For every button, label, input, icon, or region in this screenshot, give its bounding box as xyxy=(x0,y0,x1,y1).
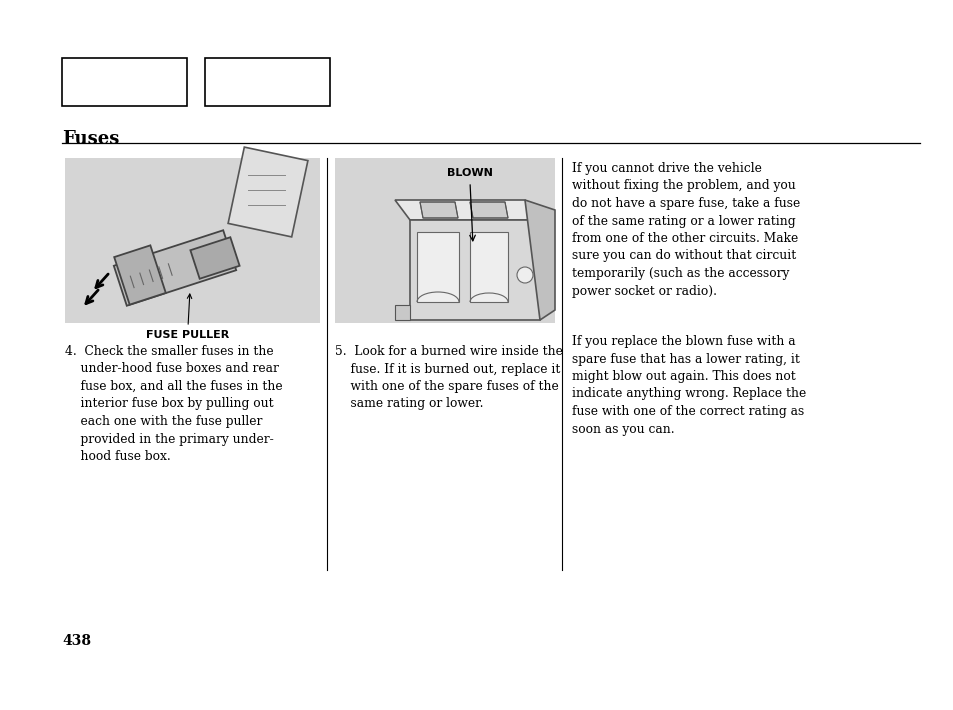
Bar xyxy=(416,232,458,302)
Polygon shape xyxy=(395,305,410,320)
Polygon shape xyxy=(114,246,166,305)
Bar xyxy=(65,158,319,323)
Text: 438: 438 xyxy=(62,634,91,648)
Polygon shape xyxy=(395,200,539,220)
Polygon shape xyxy=(524,200,555,320)
Text: BLOWN: BLOWN xyxy=(447,168,493,178)
Polygon shape xyxy=(470,202,507,218)
Polygon shape xyxy=(410,220,539,320)
Circle shape xyxy=(517,267,533,283)
Bar xyxy=(470,232,507,302)
Polygon shape xyxy=(191,237,239,279)
Bar xyxy=(62,58,187,106)
Bar xyxy=(205,58,330,106)
Text: If you replace the blown fuse with a
spare fuse that has a lower rating, it
migh: If you replace the blown fuse with a spa… xyxy=(572,335,805,435)
Polygon shape xyxy=(113,230,236,306)
Text: Fuses: Fuses xyxy=(62,130,119,148)
Polygon shape xyxy=(228,147,308,237)
Text: 4.  Check the smaller fuses in the
    under-hood fuse boxes and rear
    fuse b: 4. Check the smaller fuses in the under-… xyxy=(65,345,282,463)
Polygon shape xyxy=(419,202,457,218)
Text: FUSE PULLER: FUSE PULLER xyxy=(146,330,230,340)
Text: If you cannot drive the vehicle
without fixing the problem, and you
do not have : If you cannot drive the vehicle without … xyxy=(572,162,800,297)
Text: 5.  Look for a burned wire inside the
    fuse. If it is burned out, replace it
: 5. Look for a burned wire inside the fus… xyxy=(335,345,562,410)
Bar xyxy=(335,158,555,323)
